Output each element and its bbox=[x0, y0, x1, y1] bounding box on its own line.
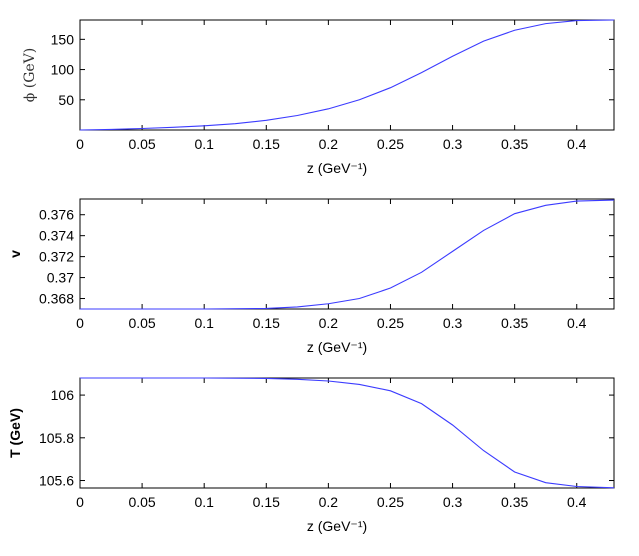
y-tick-label: 150 bbox=[51, 31, 75, 47]
y-axis-label: ϕ (GeV) bbox=[22, 48, 38, 103]
axes-frame bbox=[79, 198, 615, 310]
panel-temp: 0 0.05 0.1 0.15 0.2 0.25 0.3 0.35 0.4 105.6 105.8 1… bbox=[7, 377, 615, 534]
x-tick-label: 0.35 bbox=[501, 136, 528, 152]
x-tick-label: 0.2 bbox=[319, 315, 339, 331]
x-tick-label: 0.2 bbox=[319, 136, 339, 152]
x-tick-label: 0.25 bbox=[377, 494, 404, 510]
x-tick-label: 0.25 bbox=[377, 136, 404, 152]
x-tick-label: 0.1 bbox=[194, 136, 214, 152]
series-line bbox=[79, 19, 615, 131]
x-axis-label: z (GeV⁻¹) bbox=[307, 160, 367, 176]
y-tick-label: 0.372 bbox=[39, 249, 74, 265]
series-line bbox=[80, 377, 615, 489]
x-tick-label: 0 bbox=[76, 136, 84, 152]
y-tick-label: 0.37 bbox=[47, 270, 74, 286]
x-tick-label: 0.1 bbox=[194, 494, 214, 510]
x-axis-label: z (GeV⁻¹) bbox=[307, 339, 367, 355]
x-tick-label: 0.05 bbox=[128, 315, 155, 331]
x-tick-label: 0.3 bbox=[443, 315, 463, 331]
x-tick-label: 0.15 bbox=[253, 315, 280, 331]
y-tick-label: 105.6 bbox=[39, 473, 74, 489]
y-axis-label: T (GeV) bbox=[7, 408, 23, 458]
x-tick-label: 0.2 bbox=[319, 494, 339, 510]
x-tick-label: 0.35 bbox=[501, 494, 528, 510]
y-tick-label: 100 bbox=[51, 62, 75, 78]
x-tick-label: 0.3 bbox=[443, 136, 463, 152]
y-axis-label: v bbox=[7, 250, 23, 258]
x-tick-label: 0.15 bbox=[253, 494, 280, 510]
panel-phi: 0 0.05 0.1 0.15 0.2 0.25 0.3 0.35 0.4 50 100 150 z (… bbox=[22, 19, 615, 176]
y-tick-label: 50 bbox=[58, 92, 74, 108]
x-tick-label: 0.3 bbox=[443, 494, 463, 510]
x-tick-label: 0.4 bbox=[567, 494, 587, 510]
y-tick-label: 0.376 bbox=[39, 207, 74, 223]
x-tick-label: 0.25 bbox=[377, 315, 404, 331]
y-tick-label: 0.368 bbox=[39, 291, 74, 307]
x-tick-label: 0.4 bbox=[567, 315, 587, 331]
x-tick-label: 0.05 bbox=[128, 494, 155, 510]
panel-v: 0 0.05 0.1 0.15 0.2 0.25 0.3 0.35 0.4 0.368 0.37 0.… bbox=[7, 198, 615, 355]
axes-frame bbox=[79, 19, 615, 131]
y-tick-label: 106 bbox=[51, 387, 75, 403]
x-tick-label: 0.05 bbox=[128, 136, 155, 152]
x-tick-label: 0.1 bbox=[194, 315, 214, 331]
x-tick-label: 0.35 bbox=[501, 315, 528, 331]
x-tick-label: 0 bbox=[76, 494, 84, 510]
series-line bbox=[80, 199, 615, 310]
x-tick-label: 0.15 bbox=[253, 136, 280, 152]
x-tick-label: 0 bbox=[76, 315, 84, 331]
y-tick-label: 105.8 bbox=[39, 430, 74, 446]
axes-frame bbox=[79, 377, 615, 489]
y-tick-label: 0.374 bbox=[39, 228, 74, 244]
x-axis-label: z (GeV⁻¹) bbox=[307, 518, 367, 534]
x-tick-label: 0.4 bbox=[567, 136, 587, 152]
